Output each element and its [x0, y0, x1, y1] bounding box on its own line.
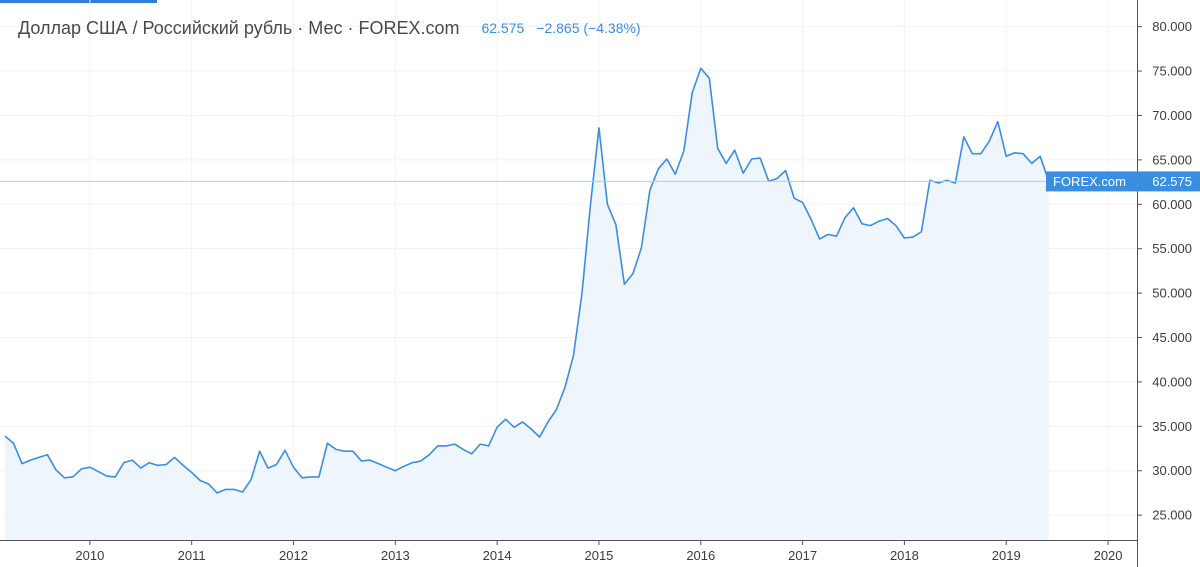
x-tick-label: 2020: [1094, 548, 1123, 563]
price-area-fill: [5, 68, 1049, 541]
symbol-title[interactable]: Доллар США / Российский рубль · Мес · FO…: [18, 17, 460, 38]
x-tick-label: 2015: [584, 548, 613, 563]
x-tick-label: 2014: [483, 548, 512, 563]
y-tick-label: 40.000: [1152, 374, 1192, 389]
top-accent-bar: [0, 0, 157, 3]
current-price-badge[interactable]: FOREX.com 62.575: [1046, 171, 1200, 192]
y-tick-label: 45.000: [1152, 330, 1192, 345]
x-axis-ticks: 2010 2011 2012 2013 2014 2015 2016 2017 2018 2019…: [75, 540, 1123, 563]
current-price-badge-value: 62.575: [1152, 174, 1192, 189]
y-tick-label: 60.000: [1152, 197, 1192, 212]
price-series-line[interactable]: [4, 67, 1050, 494]
y-tick-label: 25.000: [1152, 508, 1192, 523]
x-tick-label: 2017: [788, 548, 817, 563]
y-tick-label: 65.000: [1152, 152, 1192, 167]
last-price: 62.575: [481, 20, 525, 36]
y-tick-label: 75.000: [1152, 64, 1192, 79]
current-price-badge-source: FOREX.com: [1053, 174, 1126, 189]
chart-legend: Доллар США / Российский рубль · Мес · FO…: [18, 16, 641, 40]
y-tick-label: 70.000: [1152, 108, 1192, 123]
y-tick-label: 55.000: [1152, 241, 1192, 256]
y-tick-label: 35.000: [1152, 419, 1192, 434]
x-tick-label: 2016: [686, 548, 715, 563]
current-price-badge-bg: [1046, 171, 1200, 192]
chart-axes: [0, 0, 1138, 567]
x-tick-label: 2013: [381, 548, 410, 563]
y-tick-label: 30.000: [1152, 463, 1192, 478]
y-axis-ticks: 25.000 30.000 35.000 40.000 45.000 50.000 55.0…: [1137, 19, 1192, 523]
x-tick-label: 2012: [279, 548, 308, 563]
x-tick-label: 2018: [890, 548, 919, 563]
x-tick-label: 2019: [992, 548, 1021, 563]
x-tick-label: 2010: [75, 548, 104, 563]
y-tick-label: 80.000: [1152, 19, 1192, 34]
x-tick-label: 2011: [178, 548, 206, 563]
price-change: −2.865 (−4.38%): [536, 20, 641, 36]
y-tick-label: 50.000: [1152, 286, 1192, 301]
